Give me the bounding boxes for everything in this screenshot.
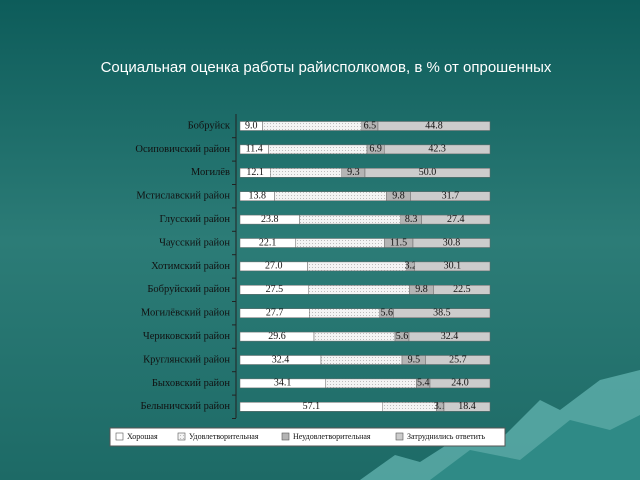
value-label: 50.0 [419,167,437,178]
bar-segment [425,355,491,365]
value-label: 57.1 [303,401,321,412]
value-label: 42.3 [428,144,446,155]
category-label: Хотимский район [151,261,230,272]
category-label: Белыничский район [140,401,230,412]
value-label: 12.1 [246,167,264,178]
bar-segment [393,308,491,318]
legend [109,427,506,447]
value-label: 27.7 [266,307,284,318]
value-label: 8.3 [405,214,418,225]
bar-segment [268,144,368,155]
bar-segment [320,355,403,365]
bar-segment [274,191,387,201]
category-label: Бобруйск [188,120,231,131]
bar-segment [309,308,380,318]
value-label: 22.5 [453,284,471,295]
category-label: Чериковский район [143,331,230,342]
category-label: Быховский район [152,378,230,389]
legend-swatch [281,432,290,441]
value-label: 5.6 [396,331,409,342]
bar-segment [384,144,491,155]
legend-swatch [115,432,124,441]
category-label: Могилёвский район [141,308,230,319]
category-label: Могилёв [191,167,230,178]
bar-segment [299,214,401,225]
value-label: 18.4 [458,401,476,412]
value-label: 25.7 [449,354,467,365]
value-label: 29.6 [268,331,286,342]
category-label: Чаусский район [159,237,230,248]
bar-segment [313,331,396,342]
value-label: 6.9 [369,144,382,155]
value-label: 23.8 [261,214,279,225]
bar-segment [408,331,491,342]
value-label: 9.8 [415,284,428,295]
value-label: 22.1 [259,237,277,248]
bar-segment [307,261,407,272]
bar-segment [308,285,410,295]
value-label: 24.0 [451,378,469,389]
value-label: 30.8 [443,237,461,248]
category-label: Глусский район [160,214,231,225]
bar-segment [443,402,491,412]
value-label: 32.4 [272,354,290,365]
bar-segment [410,191,491,201]
bar-segment [433,285,491,295]
value-label: 9.5 [408,354,421,365]
bar-segment [414,261,491,272]
value-label: 9.0 [245,120,258,131]
mountains-front [430,415,640,480]
bar-segment [421,214,491,225]
bar-segment [325,378,417,389]
value-label: 11.5 [390,237,407,248]
value-label: 3.1 [434,401,447,412]
legend-label: Затруднились ответить [407,432,485,441]
legend-label: Хорошая [127,432,158,441]
bar-segment [377,121,491,131]
bar-segment [382,402,437,412]
value-label: 34.1 [274,378,292,389]
value-label: 32.4 [441,331,459,342]
value-label: 11.4 [246,144,263,155]
value-label: 9.3 [347,167,360,178]
value-label: 13.8 [249,190,267,201]
value-label: 31.7 [442,190,460,201]
chart-title: Социальная оценка работы райисполкомов, … [101,59,552,76]
value-label: 5.4 [417,378,430,389]
bar-segment [429,378,491,389]
category-label: Бобруйский район [147,284,230,295]
value-label: 3.2 [405,261,418,272]
bar-segment [295,238,385,248]
value-label: 6.5 [364,120,377,131]
category-label: Осиповичский район [135,144,230,155]
value-label: 27.4 [447,214,465,225]
legend-label: Удовлетворительная [189,432,259,441]
bar-segment [262,121,362,131]
bar-segment [270,168,342,178]
category-label: Мстиславский район [136,191,230,202]
value-label: 30.1 [444,261,462,272]
value-label: 44.8 [425,120,443,131]
bar-segment [412,238,491,248]
legend-swatch [395,432,404,441]
bar-segment [364,168,491,178]
legend-label: Неудовлетворительная [293,432,371,441]
value-label: 38.5 [433,307,451,318]
category-label: Круглянский район [143,354,230,365]
value-label: 27.5 [266,284,284,295]
value-label: 5.6 [381,307,394,318]
legend-swatch [177,432,186,441]
value-label: 9.8 [392,190,405,201]
value-label: 27.0 [265,261,283,272]
